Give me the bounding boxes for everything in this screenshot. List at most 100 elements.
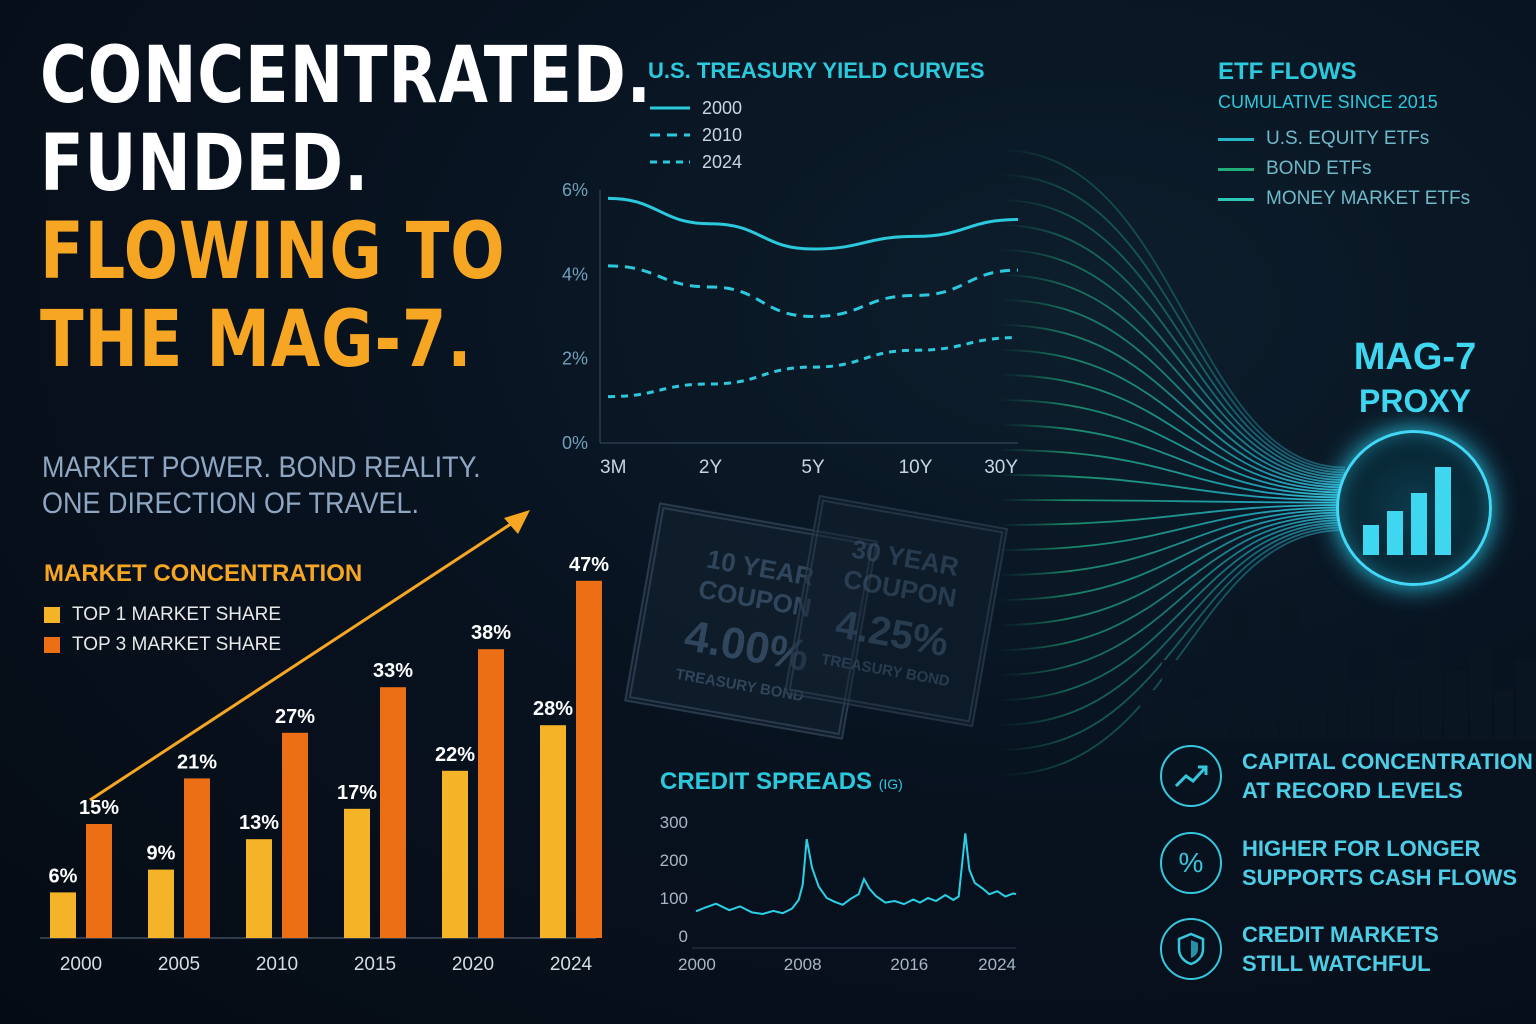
flow-stream-12 <box>999 449 1346 499</box>
flow-stream-2 <box>999 199 1346 474</box>
yield-curve-2024 <box>607 336 1019 399</box>
bar-x-tick-2024: 2024 <box>550 954 593 975</box>
bar-x-tick-2015: 2015 <box>354 954 396 975</box>
yield-curves-title: U.S. TREASURY YIELD CURVES <box>648 58 985 83</box>
subtitle-line-1: MARKET POWER. BOND REALITY. <box>42 451 481 484</box>
flow-stream-13 <box>999 474 1346 501</box>
bar-top3-2015 <box>380 687 406 938</box>
yield-curve-2010 <box>607 264 1019 319</box>
credit-spreads-title-text: CREDIT SPREADS <box>660 768 873 795</box>
city-skyline <box>1140 600 1536 740</box>
bar-top1-2015 <box>344 808 370 938</box>
flow-stream-3 <box>999 224 1346 476</box>
bullet-higher-for-longer-text: HIGHER FOR LONGER SUPPORTS CASH FLOWS <box>1242 836 1518 890</box>
legend-top1-label: TOP 1 MARKET SHARE <box>72 604 282 625</box>
bar-label-top1-2020: 22% <box>435 744 475 766</box>
bullet-capital-concentration: CAPITAL CONCENTRATION AT RECORD LEVELS <box>1160 745 1533 807</box>
yield-curves-legend: 2000 2010 2024 <box>650 98 742 172</box>
flow-stream-lines <box>999 149 1346 776</box>
credit-spreads-title-suffix: (IG) <box>878 776 903 792</box>
bar-top3-2010 <box>282 732 308 938</box>
mag7-proxy-circle <box>1336 430 1492 586</box>
flow-stream-8 <box>999 349 1346 489</box>
bullet-credit-markets: CREDIT MARKETS STILL WATCHFUL <box>1160 918 1439 980</box>
flow-stream-14 <box>999 499 1346 504</box>
building-7 <box>1302 650 1326 740</box>
flow-stream-25 <box>999 529 1346 776</box>
bar-label-top1-2015: 17% <box>337 782 377 804</box>
percent-icon: % <box>1160 832 1222 894</box>
building-2 <box>1188 700 1206 740</box>
flow-stream-16 <box>999 506 1346 551</box>
subtitle-line-2: ONE DIRECTION OF TRAVEL. <box>42 487 420 520</box>
bar-label-top3-2024: 47% <box>569 554 609 576</box>
flow-stream-18 <box>999 511 1346 601</box>
headline-line-4: THE MAG-7. <box>40 295 473 385</box>
legend-top1-swatch <box>44 607 60 623</box>
credit-y-tick-0: 0 <box>679 927 688 946</box>
bar-label-top3-2000: 15% <box>79 797 119 819</box>
credit-x-tick-2008: 2008 <box>784 955 822 974</box>
etf-legend-equity-label: U.S. EQUITY ETFs <box>1266 128 1430 149</box>
bar-top1-2024 <box>540 725 566 938</box>
headline-line-1: CONCENTRATED. <box>40 31 652 121</box>
bar-x-tick-2005: 2005 <box>158 954 200 975</box>
yield-x-tick-3M: 3M <box>600 457 626 478</box>
market-concentration-title: MARKET CONCENTRATION <box>44 560 363 587</box>
etf-legend-mm-label: MONEY MARKET ETFs <box>1266 188 1471 209</box>
flow-stream-9 <box>999 374 1346 491</box>
bar-label-top3-2010: 27% <box>275 706 315 728</box>
yield-curve-2000 <box>607 196 1019 251</box>
building-13 <box>1444 670 1468 740</box>
building-0 <box>1140 690 1160 740</box>
yield-y-tick-0: 0% <box>562 433 588 453</box>
flow-stream-5 <box>999 274 1346 481</box>
yield-curves-chart: 0% 2% 4% 6% 3M 2Y 5Y 10Y 30Y <box>562 180 1019 478</box>
bar-label-top3-2005: 21% <box>177 751 217 773</box>
headline-line-3: FLOWING TO <box>40 207 506 297</box>
building-4 <box>1232 610 1250 740</box>
market-concentration-legend: TOP 1 MARKET SHARE TOP 3 MARKET SHARE <box>44 600 281 660</box>
flow-stream-7 <box>999 324 1346 486</box>
bar-x-tick-2020: 2020 <box>452 954 494 975</box>
bar-x-tick-2000: 2000 <box>60 954 102 975</box>
flow-stream-0 <box>999 149 1346 469</box>
bar-label-top3-2015: 33% <box>373 660 413 682</box>
yield-x-tick-2Y: 2Y <box>699 457 723 478</box>
credit-y-tick-100: 100 <box>660 889 688 908</box>
yield-x-tick-10Y: 10Y <box>899 457 933 478</box>
building-12 <box>1422 620 1442 740</box>
flow-stream-19 <box>999 514 1346 626</box>
building-1 <box>1162 660 1186 740</box>
yield-x-tick-30Y: 30Y <box>984 457 1018 478</box>
headline-line-2: FUNDED. <box>40 119 370 209</box>
flow-stream-17 <box>999 509 1346 576</box>
bar-top3-2000 <box>86 824 112 938</box>
building-15 <box>1494 690 1514 740</box>
bar-chart-icon <box>1363 467 1451 555</box>
etf-legend-bond-label: BOND ETFs <box>1266 158 1372 179</box>
etf-legend-mm-line <box>1218 197 1254 201</box>
yield-legend-label-2010: 2010 <box>702 125 742 145</box>
mag7-line2: PROXY <box>1358 383 1472 419</box>
etf-legend-equity: U.S. EQUITY ETFs <box>1218 124 1470 154</box>
credit-y-tick-300: 300 <box>660 813 688 832</box>
bar-top1-2000 <box>50 892 76 938</box>
flow-stream-22 <box>999 521 1346 701</box>
flow-stream-21 <box>999 519 1346 676</box>
mag7-line1: MAG-7 <box>1353 336 1477 378</box>
etf-flows-legend: U.S. EQUITY ETFs BOND ETFs MONEY MARKET … <box>1218 124 1470 214</box>
flow-stream-4 <box>999 249 1346 479</box>
flow-stream-1 <box>999 174 1346 471</box>
bar-top1-2010 <box>246 839 272 938</box>
flow-stream-11 <box>999 424 1346 496</box>
bar-label-top1-2024: 28% <box>533 698 573 720</box>
building-8 <box>1328 630 1348 740</box>
legend-top1: TOP 1 MARKET SHARE <box>44 600 281 630</box>
bar-x-tick-2010: 2010 <box>256 954 298 975</box>
flow-stream-23 <box>999 524 1346 726</box>
bar-top1-2005 <box>148 869 174 938</box>
market-concentration-chart: 6% 15% 2000 9% 21% 2005 13% 27% 2010 17% 33% 2015 22… <box>40 510 609 975</box>
legend-top3-label: TOP 3 MARKET SHARE <box>72 634 282 655</box>
trend-arrow-head <box>504 510 530 534</box>
